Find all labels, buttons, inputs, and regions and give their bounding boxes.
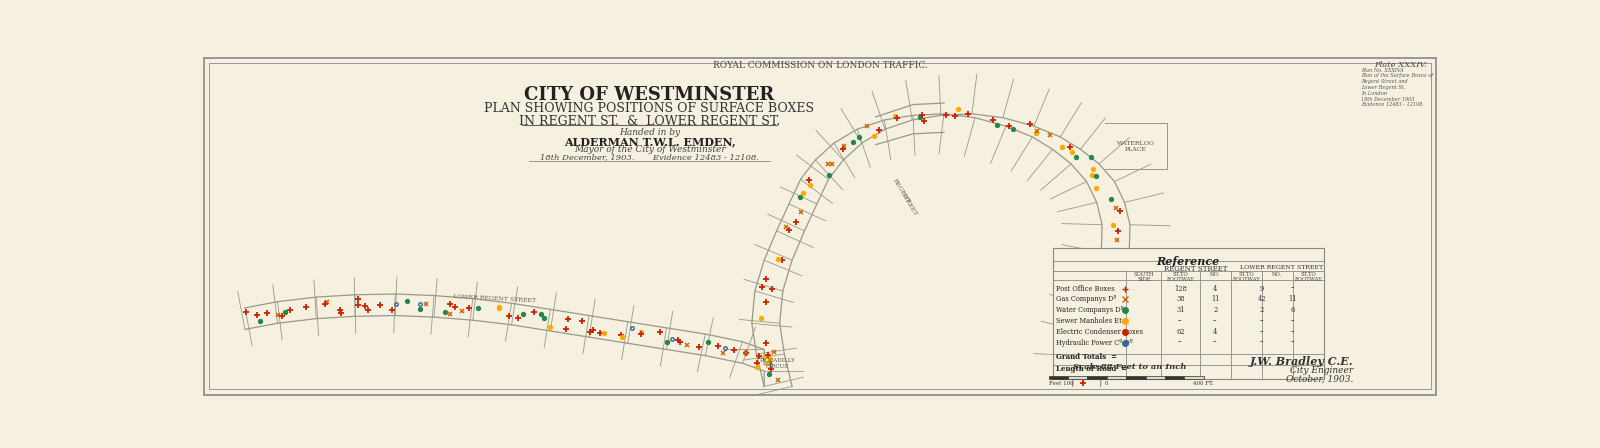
- Text: Handed in by: Handed in by: [619, 128, 680, 137]
- Text: 62: 62: [1176, 328, 1184, 336]
- Text: NO.: NO.: [1272, 271, 1282, 277]
- Text: IN REGENT ST.  &  LOWER REGENT ST.: IN REGENT ST. & LOWER REGENT ST.: [518, 115, 781, 128]
- Text: Plan No. XXXIVA
Plan of the Surface Boxes of
Regent Street and
Lower Regent St.
: Plan No. XXXIVA Plan of the Surface Boxe…: [1362, 68, 1434, 108]
- Text: Gas Companys Dº: Gas Companys Dº: [1056, 295, 1115, 303]
- Bar: [1107, 375, 1126, 379]
- Text: City Engineer: City Engineer: [1290, 366, 1354, 375]
- Text: ST.TO
FOOTWAY: ST.TO FOOTWAY: [1232, 271, 1261, 283]
- Text: 9: 9: [1259, 284, 1264, 293]
- Text: Post Office Boxes: Post Office Boxes: [1056, 284, 1114, 293]
- Text: Hydraulic Power Cº Dº: Hydraulic Power Cº Dº: [1056, 339, 1133, 346]
- Text: REGENT STREET: REGENT STREET: [1165, 265, 1227, 273]
- Text: 6: 6: [1291, 306, 1294, 314]
- Text: PLAN SHOWING POSITIONS OF SURFACE BOXES: PLAN SHOWING POSITIONS OF SURFACE BOXES: [485, 102, 814, 115]
- Text: 0: 0: [1106, 381, 1109, 386]
- Text: 18th December, 1903.       Evidence 12483 - 12108.: 18th December, 1903. Evidence 12483 - 12…: [541, 153, 758, 161]
- Text: STREET: STREET: [901, 191, 918, 216]
- Text: PICCADILLY
CIRCUS: PICCADILLY CIRCUS: [760, 358, 795, 369]
- Text: --: --: [1259, 328, 1264, 336]
- Text: Water Companys Dº: Water Companys Dº: [1056, 306, 1123, 314]
- Text: CITY OF WESTMINSTER: CITY OF WESTMINSTER: [525, 86, 774, 104]
- Bar: [1165, 375, 1184, 379]
- Text: LOWER REGENT STREET: LOWER REGENT STREET: [453, 294, 536, 303]
- Text: --: --: [1178, 317, 1182, 325]
- Bar: [1048, 375, 1069, 379]
- Bar: [1088, 375, 1107, 379]
- Text: Reference: Reference: [1157, 255, 1219, 267]
- Text: ROYAL COMMISSION ON LONDON TRAFFIC.: ROYAL COMMISSION ON LONDON TRAFFIC.: [712, 60, 928, 70]
- Text: SOUTH
SIDE: SOUTH SIDE: [1134, 271, 1154, 283]
- Text: 42: 42: [1258, 295, 1266, 303]
- Text: Sewer Manholes Etc.: Sewer Manholes Etc.: [1056, 317, 1128, 325]
- Bar: [1053, 248, 1323, 379]
- Text: --: --: [1291, 284, 1294, 293]
- Text: 400 FT.: 400 FT.: [1194, 381, 1214, 386]
- Text: Scale 88 Feet to an Inch: Scale 88 Feet to an Inch: [1074, 363, 1187, 371]
- Text: --: --: [1259, 339, 1264, 346]
- Text: --: --: [1259, 317, 1264, 325]
- Text: 128: 128: [1174, 284, 1187, 293]
- Text: 11: 11: [1211, 295, 1219, 303]
- Text: --: --: [1291, 328, 1294, 336]
- Text: Length of Road  =: Length of Road =: [1056, 366, 1126, 374]
- Text: --: --: [1178, 339, 1182, 346]
- Bar: [1069, 375, 1088, 379]
- Text: Grand Totals  =: Grand Totals =: [1056, 353, 1117, 361]
- Text: ST.TO
FOOTWAY: ST.TO FOOTWAY: [1166, 271, 1194, 283]
- Text: 4: 4: [1213, 284, 1218, 293]
- Text: --: --: [1213, 339, 1218, 346]
- Text: Electric Condenser Boxes: Electric Condenser Boxes: [1056, 328, 1142, 336]
- Text: --: --: [1213, 317, 1218, 325]
- Text: Feet 100: Feet 100: [1048, 381, 1074, 386]
- Text: NO.: NO.: [1210, 271, 1221, 277]
- Bar: [1184, 375, 1203, 379]
- Text: 38: 38: [1176, 295, 1184, 303]
- Text: Mayor of the City of Westminster: Mayor of the City of Westminster: [574, 146, 725, 155]
- Text: October, 1903.: October, 1903.: [1286, 375, 1354, 384]
- Bar: [1146, 375, 1165, 379]
- Text: 31: 31: [1176, 306, 1184, 314]
- Text: ST.TO
FOOTWAY: ST.TO FOOTWAY: [1294, 271, 1322, 283]
- Bar: [1126, 375, 1146, 379]
- Text: WATERLOO
PLACE: WATERLOO PLACE: [1117, 141, 1155, 151]
- Text: Plate XXXIV.: Plate XXXIV.: [1374, 60, 1427, 69]
- Text: 4: 4: [1213, 328, 1218, 336]
- Text: 2: 2: [1213, 306, 1218, 314]
- Text: 11: 11: [1288, 295, 1298, 303]
- Text: LOWER REGENT STREET: LOWER REGENT STREET: [1240, 265, 1323, 270]
- Text: REGENT: REGENT: [891, 177, 910, 204]
- Text: --: --: [1291, 339, 1294, 346]
- Text: 2: 2: [1259, 306, 1264, 314]
- Text: ALDERMAN T.W.L. EMDEN,: ALDERMAN T.W.L. EMDEN,: [563, 136, 736, 147]
- Text: J.W. Bradley C.E.: J.W. Bradley C.E.: [1250, 356, 1354, 366]
- Text: --: --: [1291, 317, 1294, 325]
